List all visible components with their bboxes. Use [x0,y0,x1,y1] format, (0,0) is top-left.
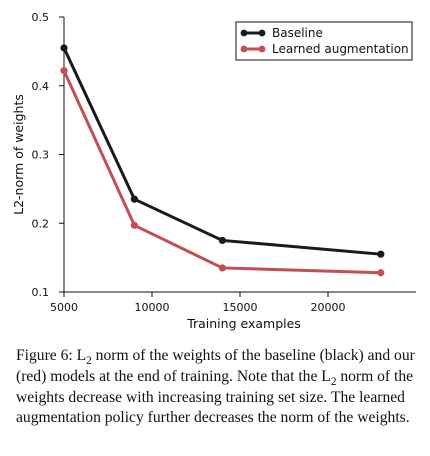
x-tick-label: 15000 [223,301,258,314]
x-axis-label: Training examples [186,316,301,331]
legend: Baseline Learned augmentation [235,21,413,61]
series-line-2 [62,69,383,275]
data-point [60,44,68,52]
y-tick-label: 0.4 [32,80,50,93]
caption-part-3: norm of the weights decrease with increa… [16,367,414,427]
y-axis-label: L2-norm of weights [11,94,26,215]
caption-subscript-1: 2 [86,355,92,368]
x-tick-label: 20000 [311,301,346,314]
legend-box [235,21,413,61]
x-tick-label: 5000 [50,301,78,314]
x-tick-label: 10000 [135,301,170,314]
legend-marker [258,29,266,37]
data-point [130,221,138,229]
caption-part-2: norm of the weights of the baseline (bla… [16,347,415,385]
data-point [218,264,226,272]
data-point [218,236,226,245]
data-point [60,67,68,75]
figure-caption: Figure 6: L2 norm of the weights of the … [16,346,420,429]
axes: 0.1 0.2 0.3 0.4 0.5 5000 10000 15000 20000 Traini… [11,11,416,331]
legend-marker [240,29,248,37]
legend-marker [240,45,248,53]
caption-subscript-2: 2 [330,375,337,388]
caption-part-1: Figure 6: L [16,347,87,364]
y-tick-label: 0.3 [32,149,50,162]
data-point [377,250,385,258]
legend-marker [258,45,266,53]
series-line-1 [62,46,383,256]
legend-label: Baseline [272,26,323,40]
data-point [130,195,138,203]
y-tick-label: 0.2 [32,217,50,230]
y-tick-label: 0.5 [32,11,50,24]
line-chart: 0.1 0.2 0.3 0.4 0.5 5000 10000 15000 20000 Traini… [11,11,416,331]
data-point [377,269,385,277]
y-tick-label: 0.1 [32,286,50,299]
series-layer [60,44,385,277]
legend-label: Learned augmentation [272,42,409,56]
